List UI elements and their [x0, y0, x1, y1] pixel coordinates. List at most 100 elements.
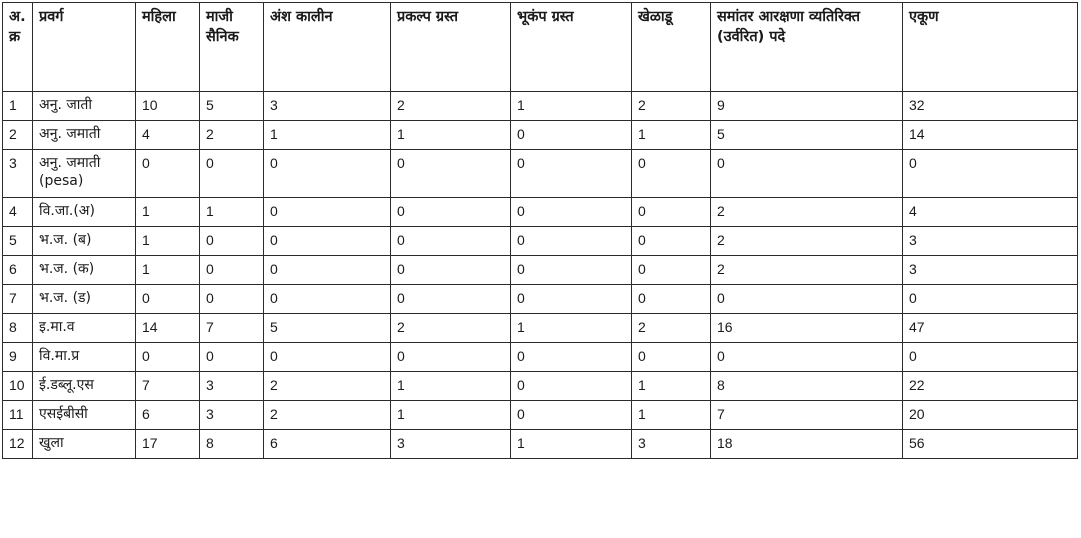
cell-project-affected: 0: [390, 284, 511, 314]
cell-ex-servicemen: 3: [199, 371, 264, 401]
cell-sr: 7: [2, 284, 33, 314]
cell-women: 6: [135, 400, 200, 430]
cell-women: 0: [135, 342, 200, 372]
cell-total: 20: [902, 400, 1078, 430]
cell-ex-servicemen: 7: [199, 313, 264, 343]
cell-parallel-excess: 16: [710, 313, 903, 343]
cell-project-affected: 2: [390, 91, 511, 121]
cell-category: ई.डब्लू.एस: [32, 371, 136, 401]
header-women: महिला: [135, 2, 200, 92]
table-row: 4 वि.जा.(अ) 1 1 0 0 0 0 2 4: [2, 197, 1078, 227]
cell-part-time: 2: [263, 400, 391, 430]
cell-total: 22: [902, 371, 1078, 401]
cell-earthquake-affected: 0: [510, 149, 632, 198]
cell-part-time: 0: [263, 149, 391, 198]
cell-women: 1: [135, 226, 200, 256]
cell-sports: 0: [631, 342, 711, 372]
cell-project-affected: 3: [390, 429, 511, 459]
cell-total: 3: [902, 255, 1078, 285]
cell-ex-servicemen: 5: [199, 91, 264, 121]
cell-total: 4: [902, 197, 1078, 227]
cell-part-time: 3: [263, 91, 391, 121]
cell-category: खुला: [32, 429, 136, 459]
table-row: 1 अनु. जाती 10 5 3 2 1 2 9 32: [2, 91, 1078, 121]
table-row: 10 ई.डब्लू.एस 7 3 2 1 0 1 8 22: [2, 371, 1078, 401]
cell-category: अनु. जमाती (pesa): [32, 149, 136, 198]
cell-ex-servicemen: 0: [199, 255, 264, 285]
cell-ex-servicemen: 0: [199, 226, 264, 256]
cell-part-time: 0: [263, 255, 391, 285]
cell-sr: 4: [2, 197, 33, 227]
cell-part-time: 5: [263, 313, 391, 343]
cell-sports: 1: [631, 400, 711, 430]
cell-women: 10: [135, 91, 200, 121]
cell-part-time: 6: [263, 429, 391, 459]
table-row: 7 भ.ज. (ड) 0 0 0 0 0 0 0 0: [2, 284, 1078, 314]
cell-women: 7: [135, 371, 200, 401]
cell-total: 32: [902, 91, 1078, 121]
cell-category: अनु. जाती: [32, 91, 136, 121]
cell-total: 56: [902, 429, 1078, 459]
cell-parallel-excess: 18: [710, 429, 903, 459]
table-row: 6 भ.ज. (क) 1 0 0 0 0 0 2 3: [2, 255, 1078, 285]
cell-parallel-excess: 8: [710, 371, 903, 401]
cell-project-affected: 0: [390, 342, 511, 372]
cell-sports: 2: [631, 91, 711, 121]
cell-ex-servicemen: 2: [199, 120, 264, 150]
cell-sports: 2: [631, 313, 711, 343]
table-row: 3 अनु. जमाती (pesa) 0 0 0 0 0 0 0 0: [2, 149, 1078, 198]
cell-sr: 6: [2, 255, 33, 285]
cell-sports: 1: [631, 371, 711, 401]
cell-sr: 8: [2, 313, 33, 343]
cell-parallel-excess: 9: [710, 91, 903, 121]
cell-project-affected: 1: [390, 400, 511, 430]
table-row: 9 वि.मा.प्र 0 0 0 0 0 0 0 0: [2, 342, 1078, 372]
cell-earthquake-affected: 0: [510, 342, 632, 372]
cell-earthquake-affected: 0: [510, 255, 632, 285]
header-sports: खेळाडू: [631, 2, 711, 92]
cell-sr: 12: [2, 429, 33, 459]
cell-earthquake-affected: 0: [510, 400, 632, 430]
cell-sports: 0: [631, 255, 711, 285]
cell-sports: 1: [631, 120, 711, 150]
cell-part-time: 0: [263, 197, 391, 227]
cell-women: 4: [135, 120, 200, 150]
cell-sports: 0: [631, 197, 711, 227]
cell-total: 0: [902, 342, 1078, 372]
cell-category: एसईबीसी: [32, 400, 136, 430]
cell-project-affected: 2: [390, 313, 511, 343]
cell-ex-servicemen: 0: [199, 342, 264, 372]
cell-part-time: 1: [263, 120, 391, 150]
table-row: 11 एसईबीसी 6 3 2 1 0 1 7 20: [2, 400, 1078, 430]
cell-total: 0: [902, 284, 1078, 314]
header-project-affected: प्रकल्प ग्रस्त: [390, 2, 511, 92]
cell-earthquake-affected: 1: [510, 313, 632, 343]
cell-ex-servicemen: 0: [199, 284, 264, 314]
table-row: 8 इ.मा.व 14 7 5 2 1 2 16 47: [2, 313, 1078, 343]
cell-sr: 11: [2, 400, 33, 430]
table-row: 12 खुला 17 8 6 3 1 3 18 56: [2, 429, 1078, 459]
cell-total: 47: [902, 313, 1078, 343]
cell-earthquake-affected: 0: [510, 226, 632, 256]
cell-total: 0: [902, 149, 1078, 198]
cell-earthquake-affected: 0: [510, 120, 632, 150]
cell-sports: 3: [631, 429, 711, 459]
cell-ex-servicemen: 3: [199, 400, 264, 430]
cell-project-affected: 1: [390, 120, 511, 150]
cell-parallel-excess: 2: [710, 197, 903, 227]
cell-women: 0: [135, 284, 200, 314]
cell-part-time: 0: [263, 342, 391, 372]
table-row: 5 भ.ज. (ब) 1 0 0 0 0 0 2 3: [2, 226, 1078, 256]
cell-category: भ.ज. (ब): [32, 226, 136, 256]
header-sr: अ. क्र: [2, 2, 33, 92]
cell-parallel-excess: 0: [710, 284, 903, 314]
cell-category: भ.ज. (ड): [32, 284, 136, 314]
cell-sports: 0: [631, 226, 711, 256]
cell-category: इ.मा.व: [32, 313, 136, 343]
cell-category: वि.मा.प्र: [32, 342, 136, 372]
header-part-time: अंश कालीन: [263, 2, 391, 92]
header-earthquake-affected: भूकंप ग्रस्त: [510, 2, 632, 92]
cell-sports: 0: [631, 149, 711, 198]
header-total: एकूण: [902, 2, 1078, 92]
cell-women: 17: [135, 429, 200, 459]
